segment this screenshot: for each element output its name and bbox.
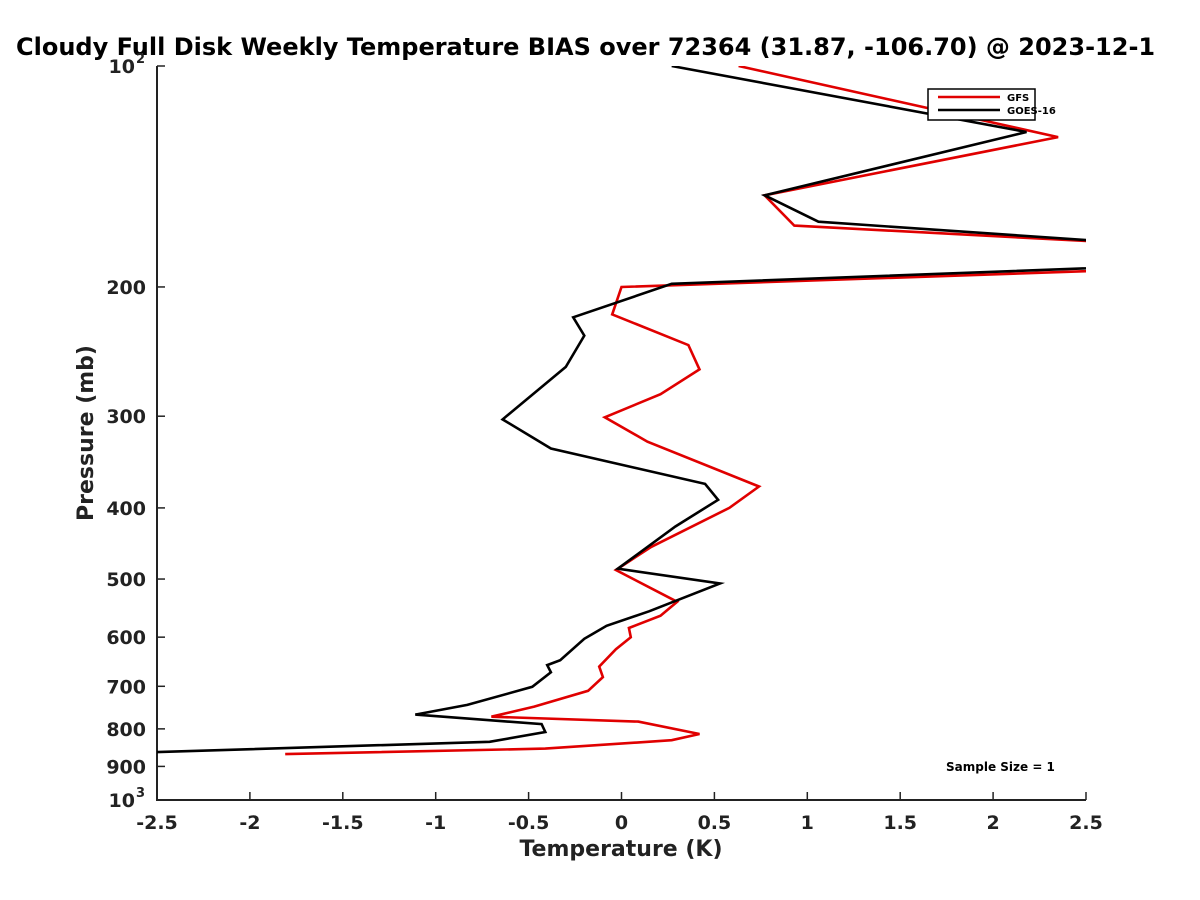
legend-box <box>927 88 1036 121</box>
y-tick-label: 600 <box>106 627 146 649</box>
y-tick-label: 200 <box>106 277 146 299</box>
y-tick-label: 800 <box>106 719 146 741</box>
x-tick-label: -2 <box>239 812 260 834</box>
y-axis-label: Pressure (mb) <box>74 345 99 521</box>
x-tick-label: -1 <box>425 812 446 834</box>
series-layer <box>157 66 1086 756</box>
legend-label: GOES-16 <box>1007 106 1056 117</box>
legend: GFS GOES-16 <box>927 88 1056 121</box>
x-tick-label: -0.5 <box>508 812 550 834</box>
legend-label: GFS <box>1007 93 1029 104</box>
sample-size-annotation: Sample Size = 1 <box>946 760 1055 774</box>
x-tick-label: 2.5 <box>1069 812 1103 834</box>
y-tick-label: 700 <box>106 676 146 698</box>
x-axis-label: Temperature (K) <box>519 837 722 862</box>
x-tick-label: 1.5 <box>883 812 917 834</box>
y-tick-label: 10 <box>109 790 135 812</box>
y-tick-exponent: 3 <box>136 786 145 801</box>
x-tick-label: 0 <box>615 812 628 834</box>
x-tick-label: 1 <box>801 812 814 834</box>
y-tick-label: 500 <box>106 569 146 591</box>
x-tick-label: -1.5 <box>322 812 364 834</box>
series-line-goes-16 <box>157 66 1086 754</box>
y-tick-label: 900 <box>106 756 146 778</box>
y-tick-label: 300 <box>106 406 146 428</box>
x-tick-label: -2.5 <box>136 812 178 834</box>
y-tick-label: 400 <box>106 498 146 520</box>
x-tick-label: 0.5 <box>698 812 732 834</box>
axes <box>156 66 1086 801</box>
series-line-gfs <box>285 66 1086 756</box>
y-tick-exponent: 2 <box>136 52 145 67</box>
chart-title: Cloudy Full Disk Weekly Temperature BIAS… <box>16 33 1155 61</box>
x-ticks: -2.5 -2 -1.5 -1 -0.5 0 0.5 1 1.5 2 2.5 <box>136 792 1103 834</box>
x-tick-label: 2 <box>986 812 999 834</box>
y-tick-label: 10 <box>109 56 135 78</box>
